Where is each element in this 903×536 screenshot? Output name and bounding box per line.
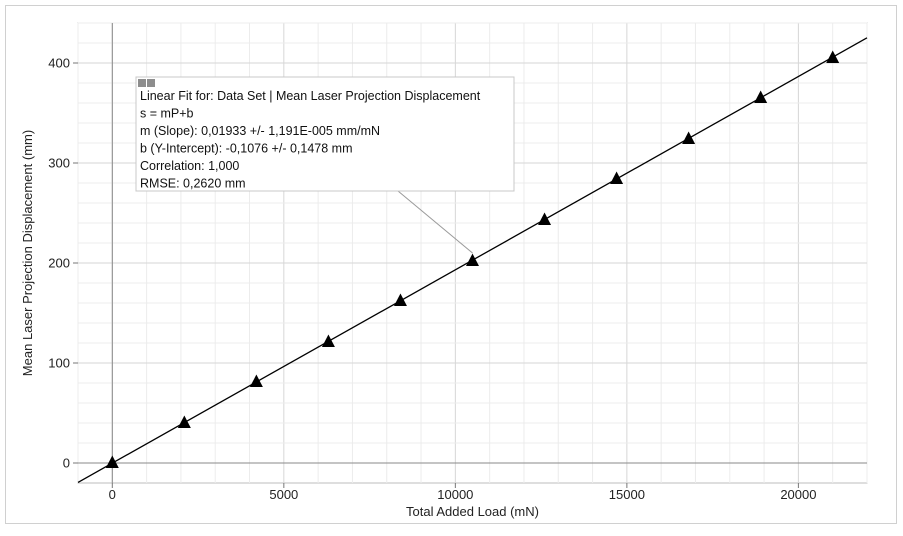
x-tick-label: 10000 [437, 487, 473, 502]
data-point-triangle [321, 334, 335, 348]
y-tick-label: 100 [48, 356, 70, 371]
annotation-box [135, 76, 515, 192]
chart-frame: 0 5000 10000 15000 20000 0 100 200 300 400 Total A… [5, 5, 897, 524]
annotation-line: RMSE: 0,2620 mm [140, 177, 246, 191]
data-point-triangle [466, 253, 479, 267]
data-point-triangle [610, 171, 624, 185]
x-tick-label: 0 [109, 487, 116, 502]
data-point-triangle [249, 374, 263, 388]
data-point-triangle [682, 131, 696, 145]
annotation-line: Correlation: 1,000 [140, 159, 239, 173]
data-point-triangle [393, 293, 407, 307]
data-point-triangle [177, 415, 191, 429]
y-tick-label: 400 [48, 56, 70, 71]
x-tick-label: 5000 [269, 487, 298, 502]
x-tick-label: 20000 [780, 487, 816, 502]
data-point-triangle [538, 212, 552, 226]
x-tick-label: 15000 [609, 487, 645, 502]
y-tick-label: 300 [48, 156, 70, 171]
annotation-leader-line [397, 190, 473, 254]
y-axis-title: Mean Laser Projection Displacement (mm) [20, 130, 35, 376]
annotation-handle-icon [138, 79, 146, 87]
annotation-line: m (Slope): 0,01933 +/- 1,191E-005 mm/mN [140, 124, 380, 138]
annotation-line: b (Y-Intercept): -0,1076 +/- 0,1478 mm [140, 142, 353, 156]
data-point-triangle [105, 455, 119, 469]
data-point-triangle [754, 90, 768, 104]
annotation-line: Linear Fit for: Data Set | Mean Laser Pr… [140, 89, 481, 103]
annotation-line: s = mP+b [140, 107, 194, 121]
data-point-triangle [826, 50, 840, 64]
annotation-handle-icon [147, 79, 155, 87]
y-tick-label: 200 [48, 256, 70, 271]
y-tick-label: 0 [63, 456, 70, 471]
x-axis-title: Total Added Load (mN) [406, 504, 539, 519]
scatter-chart: 0 5000 10000 15000 20000 0 100 200 300 400 Total A… [20, 22, 868, 519]
